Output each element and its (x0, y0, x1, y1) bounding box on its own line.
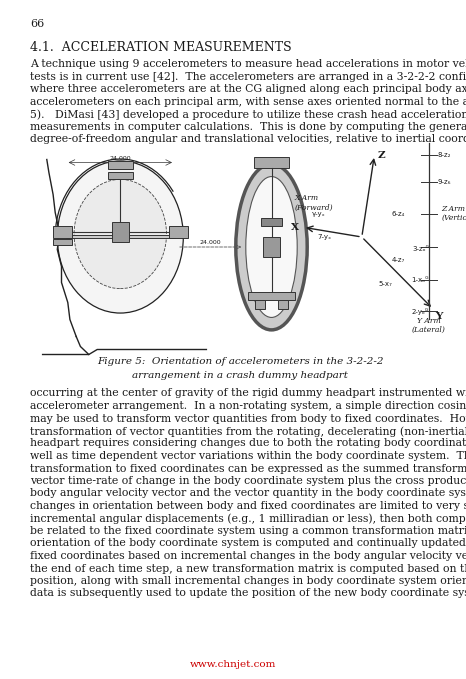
Text: 7-yₓ: 7-yₓ (318, 234, 332, 240)
Bar (108, 172, 133, 179)
Text: Y: Y (435, 312, 443, 321)
Bar (278, 299, 288, 310)
Text: Figure 5:  Orientation of accelerometers in the 3-2-2-2: Figure 5: Orientation of accelerometers … (97, 358, 383, 367)
Text: where three accelerometers are at the CG aligned along each principal body axis,: where three accelerometers are at the CG… (30, 84, 466, 94)
Text: body angular velocity vector and the vector quantity in the body coordinate syst: body angular velocity vector and the vec… (30, 488, 466, 498)
Text: 24.000: 24.000 (260, 158, 282, 162)
Text: position, along with small incremental changes in body coordinate system orienta: position, along with small incremental c… (30, 576, 466, 586)
Text: vector time-rate of change in the body coordinate system plus the cross product : vector time-rate of change in the body c… (30, 476, 466, 486)
Text: 8-z₂: 8-z₂ (438, 152, 451, 158)
Text: incremental angular displacements (e.g., 1 milliradian or less), then both compo: incremental angular displacements (e.g.,… (30, 513, 466, 524)
Text: degree-of-freedom angular and translational velocities, relative to inertial coo: degree-of-freedom angular and translatio… (30, 134, 466, 144)
Text: 4.1.  ACCELERATION MEASUREMENTS: 4.1. ACCELERATION MEASUREMENTS (30, 41, 292, 54)
Bar (112, 222, 129, 242)
Text: Z Arm
(Vertical): Z Arm (Vertical) (442, 205, 466, 222)
Text: Y Arm
(Lateral): Y Arm (Lateral) (412, 317, 446, 334)
Ellipse shape (74, 179, 166, 289)
Text: 3-zₒᴳ: 3-zₒᴳ (412, 246, 429, 252)
Text: γ-yₓ: γ-yₓ (311, 210, 325, 217)
Text: www.chnjet.com: www.chnjet.com (190, 660, 276, 669)
Text: X: X (291, 223, 299, 232)
Text: well as time dependent vector variations within the body coordinate system.  The: well as time dependent vector variations… (30, 451, 466, 461)
Text: 5-x₇: 5-x₇ (378, 281, 392, 287)
Text: transformation of vector quantities from the rotating, decelerating (non-inertia: transformation of vector quantities from… (30, 426, 466, 437)
Text: may be used to transform vector quantities from body to fixed coordinates.  Howe: may be used to transform vector quantiti… (30, 414, 466, 424)
Bar (53, 226, 72, 238)
Text: A technique using 9 accelerometers to measure head accelerations in motor vehicl: A technique using 9 accelerometers to me… (30, 59, 466, 69)
Bar (261, 218, 282, 225)
Bar (263, 237, 280, 257)
Text: headpart requires considering changes due to both the rotating body coordinate s: headpart requires considering changes du… (30, 439, 466, 449)
Text: 66: 66 (30, 19, 44, 29)
Text: arrangement in a crash dummy headpart: arrangement in a crash dummy headpart (132, 371, 348, 380)
Text: measurements in computer calculations.  This is done by computing the generalize: measurements in computer calculations. T… (30, 122, 466, 132)
Bar (30, 155, 450, 350)
Text: 3.000: 3.000 (112, 177, 128, 181)
Bar (248, 292, 295, 299)
Text: 6-z₄: 6-z₄ (391, 210, 404, 217)
Text: be related to the fixed coordinate system using a common transformation matrix. : be related to the fixed coordinate syste… (30, 526, 466, 536)
Bar (169, 226, 187, 238)
Text: Z: Z (377, 151, 385, 160)
Text: 4-z₇: 4-z₇ (391, 257, 404, 263)
Text: the end of each time step, a new transformation matrix is computed based on the : the end of each time step, a new transfo… (30, 564, 466, 574)
Bar (53, 239, 72, 244)
Text: tests is in current use [42].  The accelerometers are arranged in a 3-2-2-2 conf: tests is in current use [42]. The accele… (30, 71, 466, 81)
Text: 1-xₒᴳ: 1-xₒᴳ (411, 277, 429, 283)
Text: occurring at the center of gravity of the rigid dummy headpart instrumented with: occurring at the center of gravity of th… (30, 388, 466, 399)
Ellipse shape (246, 177, 297, 318)
Ellipse shape (57, 161, 183, 313)
Text: 5).   DiMasi [43] developed a procedure to utilize these crash head acceleration: 5). DiMasi [43] developed a procedure to… (30, 109, 466, 120)
Text: data is subsequently used to update the position of the new body coordinate syst: data is subsequently used to update the … (30, 589, 466, 598)
Text: accelerometer arrangement.  In a non-rotating system, a simple direction cosine : accelerometer arrangement. In a non-rota… (30, 401, 466, 411)
Text: 24.000: 24.000 (200, 240, 221, 245)
Text: 24.000: 24.000 (110, 155, 131, 160)
Text: fixed coordinates based on incremental changes in the body angular velocity vect: fixed coordinates based on incremental c… (30, 551, 466, 561)
Text: orientation of the body coordinate system is computed and continually updated re: orientation of the body coordinate syste… (30, 538, 466, 549)
Bar (255, 299, 265, 310)
Bar (108, 161, 133, 168)
Text: transformation to fixed coordinates can be expressed as the summed transformatio: transformation to fixed coordinates can … (30, 464, 466, 473)
Text: X Arm
(Forward): X Arm (Forward) (295, 194, 333, 212)
Bar (66, 234, 175, 238)
Text: 2-yₒᴳ: 2-yₒᴳ (412, 308, 429, 314)
Text: changes in orientation between body and fixed coordinates are limited to very sm: changes in orientation between body and … (30, 501, 466, 511)
Bar (254, 156, 289, 168)
Text: 9-z₆: 9-z₆ (438, 179, 451, 185)
Text: accelerometers on each principal arm, with sense axes oriented normal to the arm: accelerometers on each principal arm, wi… (30, 96, 466, 107)
Ellipse shape (236, 164, 307, 330)
